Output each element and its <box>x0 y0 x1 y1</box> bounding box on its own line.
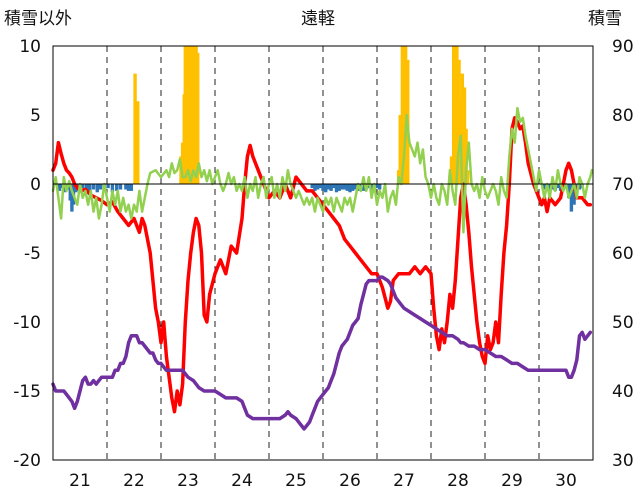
bar <box>466 170 470 184</box>
bar <box>318 184 322 189</box>
bar <box>337 184 341 191</box>
bar <box>369 184 374 191</box>
bar <box>329 184 333 191</box>
left-tick-label: -5 <box>24 244 41 264</box>
right-tick-label: 90 <box>612 37 634 57</box>
bar <box>110 184 115 193</box>
right-axis-label: 積雪 <box>588 9 622 29</box>
bar <box>361 184 366 191</box>
bar <box>190 46 195 184</box>
bar <box>124 184 128 190</box>
bar <box>95 184 99 193</box>
bar <box>348 184 352 193</box>
left-tick-label: -15 <box>13 382 41 402</box>
bar <box>455 46 459 184</box>
bar <box>449 156 454 184</box>
bar <box>84 184 89 190</box>
left-tick-label: 0 <box>30 175 41 195</box>
bar <box>91 184 96 190</box>
bar <box>351 184 355 191</box>
bar <box>567 184 571 198</box>
right-tick-label: 80 <box>612 106 634 126</box>
bar <box>334 184 339 193</box>
bar <box>88 184 92 193</box>
right-tick-label: 30 <box>612 451 634 471</box>
bar <box>321 184 325 191</box>
bar <box>353 184 358 190</box>
bar <box>118 184 123 190</box>
bar <box>126 184 131 191</box>
series-line <box>51 275 593 431</box>
x-tick-label: 23 <box>177 471 199 491</box>
left-axis-ticks: -20 -15 -10 -5 0 5 10 <box>13 37 41 471</box>
bar <box>315 184 320 190</box>
x-tick-label: 28 <box>447 471 469 491</box>
bar <box>464 128 468 184</box>
bar <box>342 184 347 190</box>
bar <box>133 73 137 184</box>
bar <box>345 184 349 191</box>
bar <box>375 184 379 189</box>
bar-series <box>57 46 584 212</box>
bar <box>324 184 328 193</box>
bar <box>98 184 103 190</box>
bar <box>340 184 344 190</box>
left-tick-label: -20 <box>13 451 41 471</box>
bar <box>196 52 200 185</box>
bar <box>81 184 85 189</box>
x-tick-label: 27 <box>393 471 415 491</box>
bar <box>378 184 382 190</box>
bar <box>326 184 331 190</box>
plot-frame <box>52 45 594 461</box>
x-tick-label: 25 <box>285 471 307 491</box>
x-tick-label: 29 <box>501 471 523 491</box>
x-tick-label: 26 <box>339 471 361 491</box>
bar <box>572 184 576 205</box>
left-axis-label: 積雪以外 <box>4 9 72 29</box>
x-tick-label: 24 <box>231 471 253 491</box>
bar <box>129 184 133 191</box>
x-tick-label: 22 <box>123 471 145 491</box>
bar <box>556 184 560 189</box>
bar <box>115 184 119 191</box>
right-tick-label: 60 <box>612 244 634 264</box>
series-line <box>51 116 593 414</box>
left-tick-label: -10 <box>13 313 41 333</box>
series-line <box>51 106 594 234</box>
bar <box>185 46 189 184</box>
left-tick-label: 5 <box>30 106 41 126</box>
bar <box>558 184 563 191</box>
left-tick-label: 10 <box>19 37 41 57</box>
bar <box>310 184 314 189</box>
bar <box>313 184 317 191</box>
x-tick-label: 21 <box>69 471 91 491</box>
grid-lines <box>106 46 540 460</box>
bar <box>59 184 63 189</box>
right-tick-label: 50 <box>612 313 634 333</box>
bar <box>398 115 402 184</box>
right-axis-ticks: 30 40 50 60 70 80 90 <box>612 37 634 471</box>
bar <box>569 184 574 212</box>
chart-title: 遠軽 <box>301 9 335 29</box>
right-tick-label: 70 <box>612 175 634 195</box>
bar <box>542 184 547 190</box>
x-tick-label: 30 <box>555 471 577 491</box>
x-axis-ticks: 21 22 23 24 25 26 27 28 29 30 <box>69 471 577 491</box>
bar <box>460 73 465 184</box>
right-tick-label: 40 <box>612 382 634 402</box>
bar <box>332 184 336 189</box>
bar <box>106 184 110 189</box>
line-series <box>51 106 594 431</box>
bar <box>136 101 140 184</box>
